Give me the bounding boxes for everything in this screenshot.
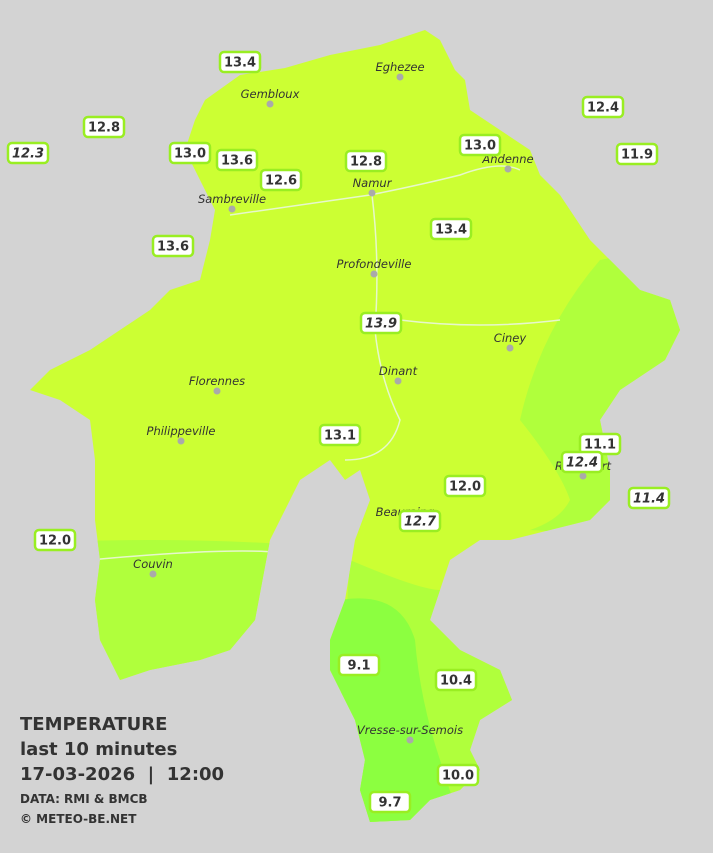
station-box — [33, 528, 77, 552]
city-dot — [406, 736, 414, 744]
station-box — [458, 133, 502, 157]
station-temp: 12.8 — [350, 155, 382, 170]
station-temp: 12.3 — [12, 147, 44, 162]
station-box — [218, 50, 262, 74]
station-temp: 10.0 — [442, 769, 474, 784]
city-dot — [266, 100, 274, 108]
station-box — [436, 763, 480, 787]
station-temp: 10.4 — [440, 674, 472, 689]
station-temp: 12.4 — [566, 456, 598, 471]
station-temp: 13.0 — [174, 147, 206, 162]
city-label: Couvin — [133, 557, 173, 571]
legend-copyright: © METEO-BE.NET — [20, 812, 137, 826]
station-temp: 13.1 — [324, 429, 356, 444]
station-temp: 9.1 — [347, 659, 370, 674]
station-box — [318, 423, 362, 447]
city-label: Florennes — [189, 374, 245, 388]
city-label: Gembloux — [241, 87, 300, 101]
station-box — [337, 653, 381, 677]
station-temp: 9.7 — [378, 796, 401, 811]
city-dot — [396, 73, 404, 81]
station-box — [398, 509, 442, 533]
station-temp: 12.6 — [265, 174, 297, 189]
station-temp: 13.0 — [464, 139, 496, 154]
station-temp: 13.9 — [365, 317, 397, 332]
station-box — [368, 790, 412, 814]
station-temp: 12.0 — [39, 534, 71, 549]
city-dot — [149, 570, 157, 578]
station-box — [434, 668, 478, 692]
station-box — [560, 450, 604, 474]
city-label: Profondeville — [337, 257, 412, 271]
city-dot — [370, 270, 378, 278]
legend-datetime: 17-03-2026 | 12:00 — [20, 764, 224, 785]
station-temp: 13.6 — [221, 154, 253, 169]
station-box — [151, 234, 195, 258]
station-temp: 13.6 — [157, 240, 189, 255]
legend-source: DATA: RMI & BMCB — [20, 792, 148, 806]
city-label: Dinant — [379, 364, 418, 378]
station-box — [6, 141, 50, 165]
station-temp: 12.8 — [88, 121, 120, 136]
legend-title: TEMPERATURE — [20, 714, 167, 735]
city-dot — [579, 472, 587, 480]
station-temp: 13.4 — [435, 223, 467, 238]
station-box — [259, 168, 303, 192]
city-dot — [213, 387, 221, 395]
station-box — [359, 311, 403, 335]
station-box — [443, 474, 487, 498]
city-label: Eghezee — [375, 60, 424, 74]
station-box — [344, 149, 388, 173]
station-box — [429, 217, 473, 241]
station-box — [215, 148, 259, 172]
station-box — [82, 115, 126, 139]
city-label: Ciney — [494, 331, 527, 345]
station-temp: 11.4 — [633, 492, 665, 507]
station-temp: 12.7 — [404, 515, 437, 530]
station-temp: 12.0 — [449, 480, 481, 495]
city-dot — [368, 189, 376, 197]
station-temp: 13.4 — [224, 56, 256, 71]
city-dot — [394, 377, 402, 385]
station-box — [615, 142, 659, 166]
city-label: Namur — [353, 176, 393, 190]
city-dot — [177, 437, 185, 445]
station-box — [581, 95, 625, 119]
station-temp: 11.9 — [621, 148, 653, 163]
city-dot — [506, 344, 514, 352]
station-temp: 12.4 — [587, 101, 619, 116]
station-box — [627, 486, 671, 510]
legend-subtitle: last 10 minutes — [20, 739, 177, 760]
city-dot — [228, 205, 236, 213]
station-temp: 11.1 — [584, 438, 616, 453]
river — [89, 165, 561, 561]
city-dot — [504, 165, 512, 173]
city-label: Philippeville — [147, 424, 216, 438]
city-label: Sambreville — [198, 192, 266, 206]
station-box — [168, 141, 212, 165]
city-label: Vresse-sur-Semois — [357, 723, 463, 737]
